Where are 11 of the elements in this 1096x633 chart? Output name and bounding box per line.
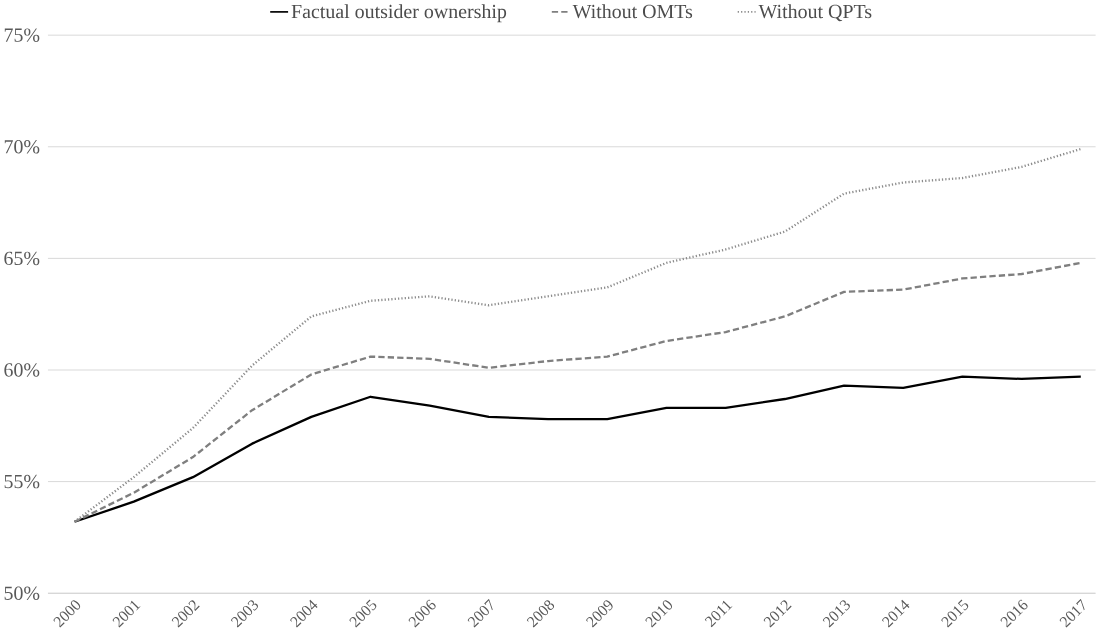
y-tick-label: 65% [4, 251, 40, 266]
legend-label: Without QPTs [758, 4, 872, 22]
y-tick-label: 55% [4, 474, 40, 489]
y-tick-label: 70% [4, 139, 40, 154]
y-tick-label: 75% [4, 28, 40, 42]
legend-label: Factual outsider ownership [291, 4, 507, 23]
y-tick-label: 50% [4, 586, 40, 600]
x-tick-label: 2011 [704, 600, 733, 628]
line-series [73, 261, 1082, 523]
legend-label: Without OMTs [572, 4, 693, 19]
y-tick-label: 60% [4, 363, 40, 377]
